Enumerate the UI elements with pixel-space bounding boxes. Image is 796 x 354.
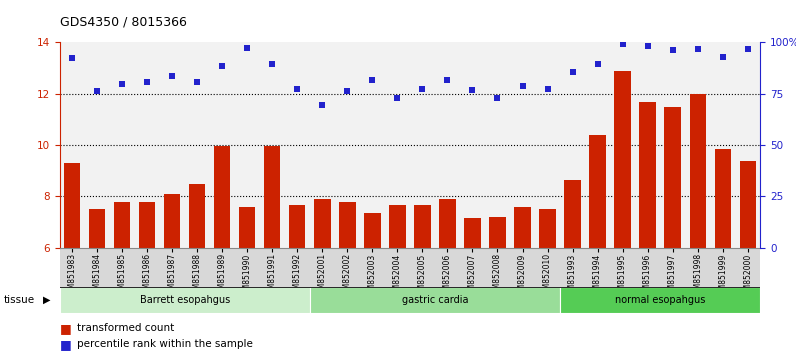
Bar <box>665 107 681 248</box>
Bar <box>439 199 455 248</box>
Bar <box>514 207 531 248</box>
Point <box>741 46 754 52</box>
Bar <box>560 287 760 313</box>
Point <box>341 88 353 94</box>
Point <box>716 54 729 59</box>
Point <box>91 88 103 94</box>
Bar <box>490 217 505 248</box>
Bar <box>164 194 181 248</box>
Point <box>541 86 554 91</box>
Text: ■: ■ <box>60 322 72 335</box>
Point <box>291 86 304 91</box>
Bar <box>639 102 656 248</box>
Bar <box>314 199 330 248</box>
Point <box>391 95 404 101</box>
Point <box>166 73 178 79</box>
Bar <box>239 207 256 248</box>
Text: transformed count: transformed count <box>77 323 174 333</box>
Point <box>191 79 204 85</box>
Bar <box>564 180 580 248</box>
Text: tissue: tissue <box>4 295 35 305</box>
Text: normal esopahgus: normal esopahgus <box>615 295 705 305</box>
Bar <box>214 147 230 248</box>
Bar <box>189 184 205 248</box>
Bar <box>60 287 310 313</box>
Point <box>566 69 579 75</box>
Bar <box>339 201 356 248</box>
Bar <box>540 209 556 248</box>
Text: percentile rank within the sample: percentile rank within the sample <box>77 339 253 349</box>
Point <box>241 45 254 50</box>
Bar <box>389 205 405 248</box>
Point <box>642 44 654 49</box>
Bar <box>689 94 706 248</box>
Bar <box>139 201 155 248</box>
Point <box>141 79 154 85</box>
Text: gastric cardia: gastric cardia <box>402 295 468 305</box>
Bar <box>310 287 560 313</box>
Point <box>591 62 604 67</box>
Point <box>316 103 329 108</box>
Text: ■: ■ <box>60 338 72 350</box>
Point <box>66 55 79 61</box>
Bar <box>414 205 431 248</box>
Bar <box>264 147 280 248</box>
Bar <box>114 201 131 248</box>
Text: GDS4350 / 8015366: GDS4350 / 8015366 <box>60 16 186 29</box>
Bar <box>739 161 755 248</box>
Point <box>691 46 704 52</box>
Point <box>616 41 629 47</box>
Point <box>466 87 479 93</box>
Text: Barrett esopahgus: Barrett esopahgus <box>139 295 230 305</box>
Bar <box>464 218 481 248</box>
Point <box>266 62 279 67</box>
Point <box>441 77 454 82</box>
Point <box>666 47 679 53</box>
Bar <box>289 205 306 248</box>
Bar <box>589 135 606 248</box>
Bar <box>64 163 80 248</box>
Text: ▶: ▶ <box>43 295 50 305</box>
Point <box>416 86 429 91</box>
Point <box>116 81 129 86</box>
Point <box>491 95 504 101</box>
Point <box>366 77 379 82</box>
Bar <box>365 213 380 248</box>
Point <box>516 83 529 89</box>
Bar <box>615 71 630 248</box>
Point <box>216 63 228 68</box>
Bar <box>715 149 731 248</box>
Bar <box>89 209 105 248</box>
